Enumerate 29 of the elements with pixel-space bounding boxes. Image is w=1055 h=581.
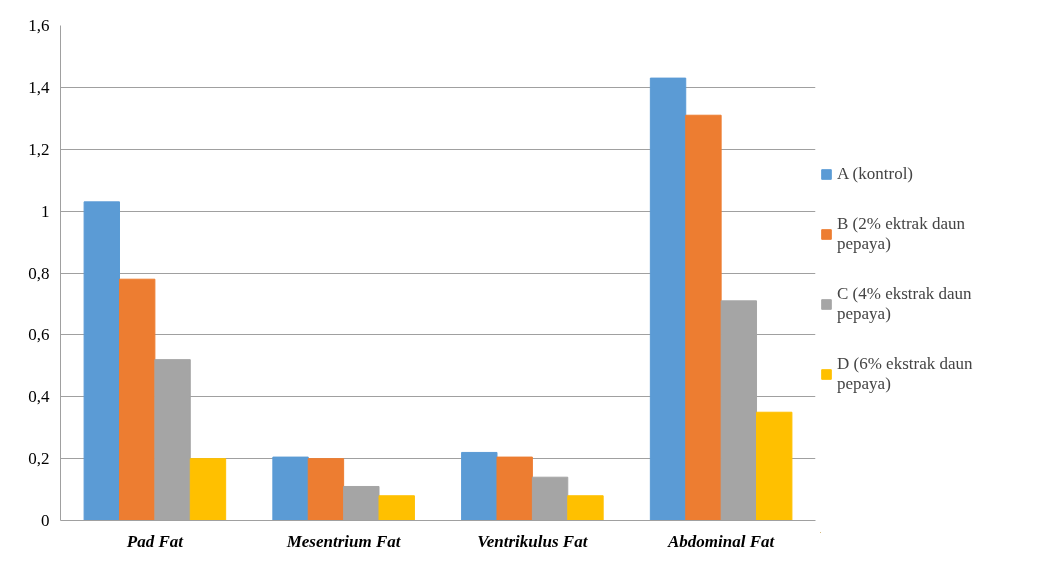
x-tick-label: Pad Fat	[125, 531, 185, 551]
y-tick-label: 0,8	[28, 263, 50, 283]
y-tick-label: 1,2	[28, 139, 50, 159]
x-tick-label: Ventrikulus Fat	[477, 531, 589, 551]
y-tick-label: 0,6	[28, 325, 50, 345]
bar	[567, 495, 604, 521]
legend-label: D (6% ekstrak daun pepaya)	[837, 353, 973, 394]
bar	[83, 201, 120, 521]
bar	[118, 278, 156, 521]
bar	[756, 411, 793, 521]
legend-label: B (2% ektrak daun pepaya)	[837, 213, 965, 254]
bar	[189, 458, 227, 521]
y-tick-label: 0	[41, 511, 50, 530]
bar	[649, 77, 687, 521]
y-tick-label: 1,4	[28, 77, 50, 97]
x-tick-label: Mesentrium Fat	[285, 531, 402, 551]
legend-label: C (4% ekstrak daun pepaya)	[837, 283, 972, 324]
y-tick-label: 0,4	[28, 387, 50, 407]
bar	[496, 456, 533, 521]
bar	[378, 495, 415, 521]
y-tick-label: 1,6	[28, 16, 50, 35]
bar	[307, 458, 345, 521]
x-tick-label: Abdominal Fat	[666, 531, 776, 551]
y-tick-label: 1	[41, 201, 50, 221]
y-tick-label: 0,2	[28, 449, 50, 469]
bar	[461, 451, 498, 521]
bar	[685, 114, 722, 521]
bar	[272, 456, 309, 521]
legend-label: A (kontrol)	[837, 163, 914, 184]
